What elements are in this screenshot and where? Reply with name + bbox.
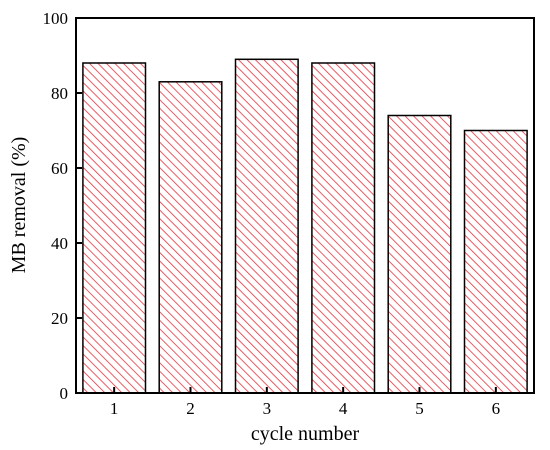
- y-tick-label: 0: [60, 384, 69, 403]
- bar-cycle-5: [387, 114, 452, 394]
- y-tick-label: 100: [43, 9, 69, 28]
- bar-cycle-1: [82, 62, 147, 394]
- x-tick-label: 4: [339, 399, 348, 418]
- y-axis-title: MB removal (%): [8, 137, 30, 274]
- x-tick-label: 3: [263, 399, 272, 418]
- x-axis-title: cycle number: [251, 423, 360, 445]
- y-tick-label: 20: [51, 309, 68, 328]
- bars-group: [82, 58, 528, 394]
- plot-frame: [75, 17, 535, 394]
- x-tick-label: 2: [186, 399, 195, 418]
- x-tick-label: 6: [492, 399, 501, 418]
- bar-cycle-6: [463, 129, 528, 394]
- y-tick-label: 40: [51, 234, 68, 253]
- y-axis: 0 20 40 60 80 100: [43, 9, 82, 403]
- x-tick-label: 1: [110, 399, 119, 418]
- bar-cycle-4: [311, 62, 376, 394]
- y-tick-label: 60: [51, 159, 68, 178]
- plot-background: [76, 18, 534, 393]
- x-axis: 1 2 3 4 5 6: [110, 387, 500, 418]
- y-tick-label: 80: [51, 84, 68, 103]
- bar-cycle-2: [158, 81, 223, 394]
- x-tick-label: 5: [415, 399, 424, 418]
- bar-cycle-3: [234, 58, 299, 394]
